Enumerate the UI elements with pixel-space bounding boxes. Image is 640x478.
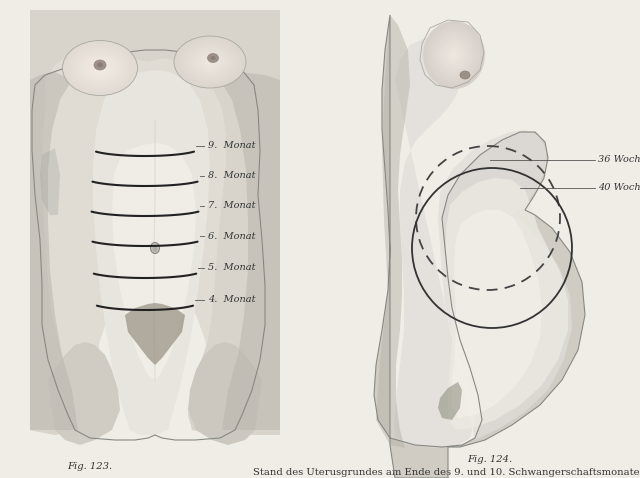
Ellipse shape [197,53,223,71]
Text: 8.  Monat: 8. Monat [208,172,255,181]
Ellipse shape [74,49,126,87]
Polygon shape [220,72,280,430]
Polygon shape [125,303,185,365]
Polygon shape [355,10,640,440]
Ellipse shape [438,37,470,73]
Ellipse shape [208,61,212,63]
Polygon shape [394,38,572,448]
Polygon shape [93,70,210,435]
Ellipse shape [65,42,136,94]
Ellipse shape [187,45,234,79]
Ellipse shape [442,42,467,69]
Polygon shape [30,10,280,435]
Polygon shape [30,72,78,430]
Ellipse shape [427,25,481,85]
Ellipse shape [150,242,159,253]
Ellipse shape [97,63,103,67]
Polygon shape [40,148,60,215]
Text: Fig. 123.: Fig. 123. [67,462,113,471]
Ellipse shape [152,246,157,252]
Ellipse shape [70,46,130,90]
Ellipse shape [452,53,456,57]
Ellipse shape [440,39,468,71]
Polygon shape [376,15,410,448]
Ellipse shape [423,21,485,89]
Ellipse shape [183,43,237,82]
Text: 5.  Monat: 5. Monat [208,263,255,272]
Polygon shape [446,178,568,430]
Ellipse shape [174,36,246,88]
Ellipse shape [207,54,218,63]
Text: 9.  Monat: 9. Monat [208,141,255,151]
Text: 7.  Monat: 7. Monat [208,202,255,210]
Text: 36 Wochen: 36 Wochen [598,155,640,164]
Ellipse shape [179,40,241,84]
Ellipse shape [77,52,122,85]
Ellipse shape [94,60,106,70]
Polygon shape [452,210,542,418]
Ellipse shape [68,44,132,91]
Text: 6.  Monat: 6. Monat [208,231,255,240]
Ellipse shape [444,43,465,66]
Ellipse shape [176,37,244,87]
Ellipse shape [205,58,216,66]
Ellipse shape [188,46,232,77]
Ellipse shape [190,48,230,76]
Polygon shape [30,10,280,435]
Polygon shape [188,342,262,445]
Ellipse shape [83,55,117,80]
Ellipse shape [194,50,226,74]
Ellipse shape [448,48,460,62]
Ellipse shape [96,65,104,71]
Ellipse shape [72,47,128,88]
Polygon shape [374,15,585,478]
Ellipse shape [81,54,119,82]
Ellipse shape [206,59,214,65]
Ellipse shape [87,58,113,77]
Ellipse shape [201,55,219,68]
Ellipse shape [178,39,243,86]
Ellipse shape [445,46,462,64]
Ellipse shape [63,41,138,96]
Text: 4.  Monat: 4. Monat [208,295,255,304]
Ellipse shape [91,61,109,75]
Ellipse shape [98,66,102,69]
Ellipse shape [450,51,458,60]
Ellipse shape [433,33,475,77]
Ellipse shape [185,44,236,80]
Ellipse shape [79,53,120,83]
Ellipse shape [429,28,479,82]
Ellipse shape [85,57,115,79]
Ellipse shape [460,71,470,79]
Ellipse shape [67,43,134,93]
Polygon shape [48,342,120,445]
Ellipse shape [94,64,106,72]
Text: 40 Wochen: 40 Wochen [598,184,640,193]
Ellipse shape [89,60,111,76]
Text: Fig. 124.: Fig. 124. [467,455,513,464]
Polygon shape [438,382,462,420]
Text: Stand des Uterusgrundes am Ende des 9. und 10. Schwangerschaftsmonates.: Stand des Uterusgrundes am Ende des 9. u… [253,468,640,477]
Ellipse shape [435,34,472,76]
Ellipse shape [211,56,216,60]
Ellipse shape [431,30,477,80]
Ellipse shape [181,41,239,83]
Ellipse shape [203,57,217,67]
Polygon shape [112,143,196,380]
Ellipse shape [93,63,108,74]
Ellipse shape [425,23,483,87]
Ellipse shape [192,49,228,75]
Ellipse shape [196,52,225,72]
Ellipse shape [199,54,221,70]
Ellipse shape [76,50,124,86]
